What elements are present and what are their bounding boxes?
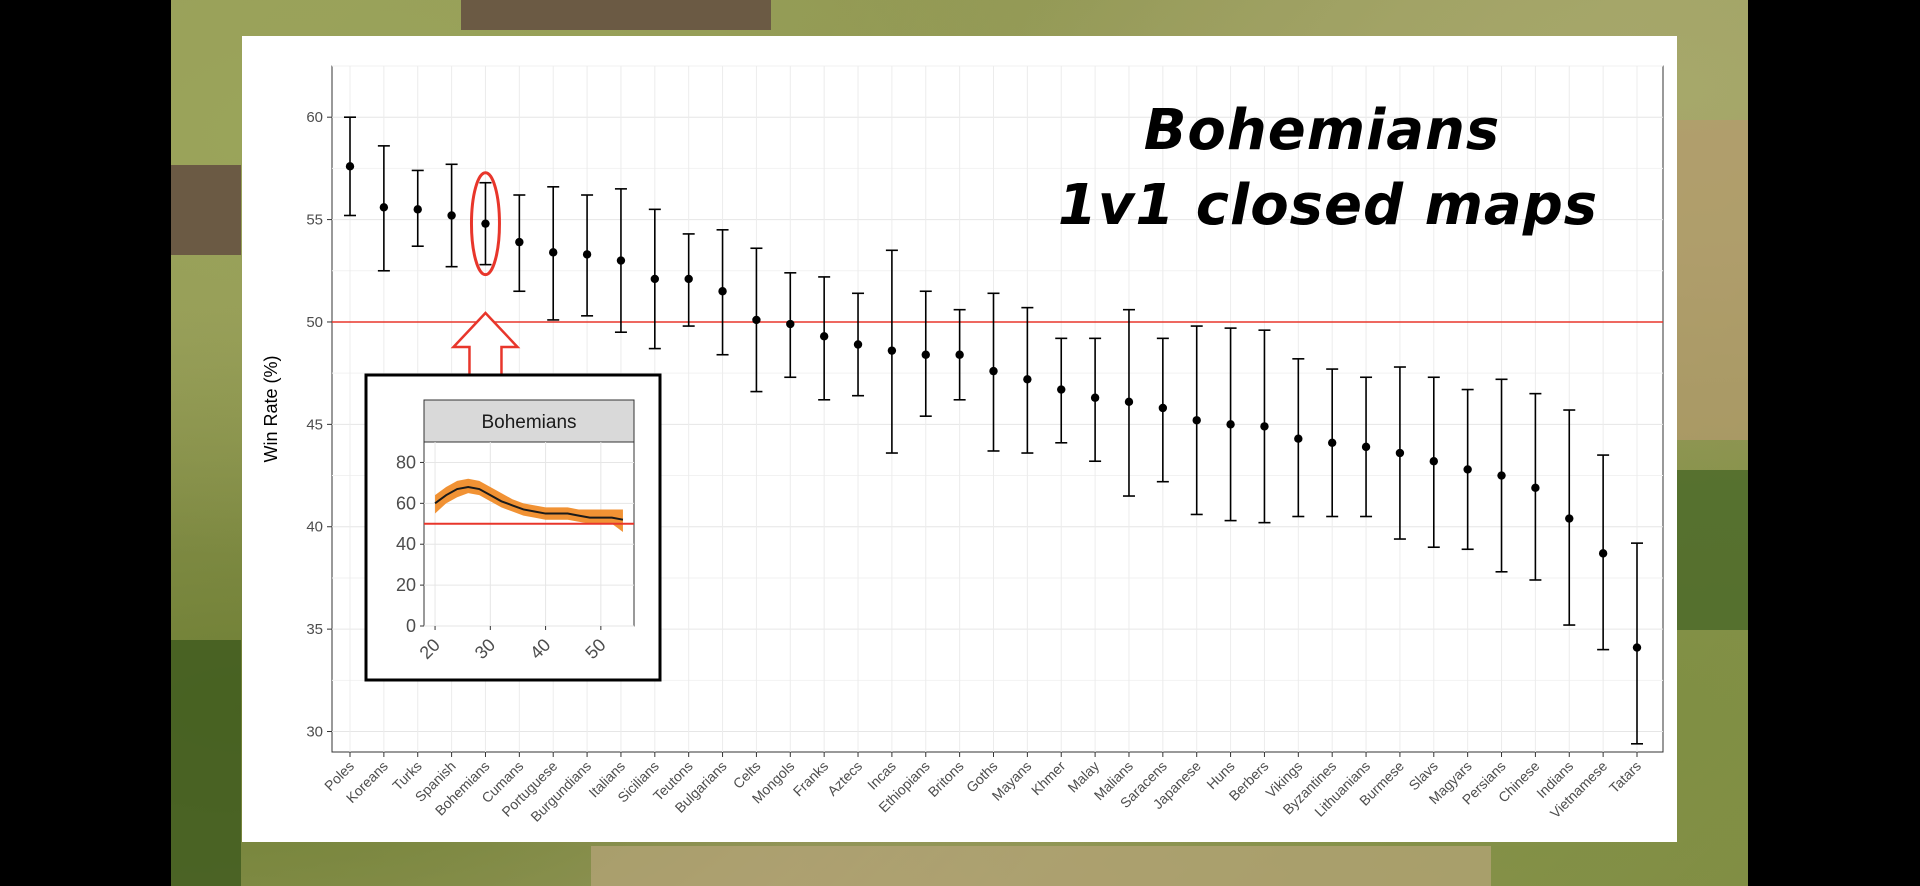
inset-y-axis-ticks: 0 20 40 60 80 [396,452,424,636]
chart-title-line-1: Bohemians [1144,98,1501,163]
dirt-path [591,846,1491,886]
data-point-vikings [1294,434,1303,443]
y-axis-title: Win Rate (%) [261,355,281,462]
inset-y-tick-label: 0 [406,616,416,636]
data-point-ethiopians [921,350,930,359]
y-tick-label: 50 [306,314,323,331]
inset-y-tick-label: 80 [396,452,416,472]
y-tick-label: 45 [306,416,323,433]
y-tick-label: 60 [306,109,323,126]
farm-field [1676,470,1748,630]
data-point-teutons [684,274,693,284]
data-point-aztecs [853,340,863,349]
data-point-saracens [1158,403,1168,413]
x-axis-ticks: PolesKoreansTurksSpanishBohemiansCumansP… [321,752,1644,825]
data-point-bohemians [481,219,490,228]
chart-marks [344,116,1643,745]
data-point-poles [345,162,355,171]
chart-panel: 30 35 40 45 50 55 60 Poles Koreans Turks Spanish B… [242,36,1677,842]
x-tick-label: Tatars [1606,758,1644,796]
data-point-cumans [515,237,524,247]
inset-y-tick-label: 40 [396,534,416,554]
inset-band-area [435,478,623,532]
y-tick-label: 55 [306,212,323,229]
video-frame: 30 35 40 45 50 55 60 Poles Koreans Turks Spanish B… [171,0,1748,886]
inset-strip-title: Bohemians [481,412,576,433]
inset-confidence-band [435,478,623,532]
y-tick-label: 35 [306,621,323,638]
data-point-berbers [1260,422,1269,431]
data-point-koreans [379,203,389,212]
data-point-malay [1090,393,1100,402]
inset-trend-line [434,485,624,521]
data-point-burmese [1395,448,1405,458]
y-axis-ticks: 30 35 40 45 50 55 60 [306,109,332,741]
data-point-burgundians [582,250,592,259]
inset-series-line [434,485,624,521]
data-point-indians [1565,514,1574,523]
inset-plot-area [423,441,635,627]
tree-cluster [171,640,241,886]
data-point-celts [752,315,761,325]
wooden-wall [461,0,771,30]
data-point-japanese [1192,416,1201,425]
data-point-mongols [786,319,795,329]
data-point-chinese [1531,483,1540,493]
data-point-britons [955,350,964,359]
data-point-lithuanians [1361,442,1371,452]
x-tick-label: Aztecs [824,758,865,799]
inset-y-tick-label: 20 [396,575,416,595]
data-point-tatars [1632,643,1642,652]
data-point-spanish [447,211,456,220]
data-point-italians [616,256,626,265]
wooden-wall [171,165,241,255]
data-point-khmer [1057,385,1066,394]
data-point-malians [1124,397,1134,407]
data-point-franks [819,332,829,341]
data-point-turks [413,205,422,214]
y-tick-label: 40 [306,519,323,536]
data-point-byzantines [1327,438,1337,447]
data-point-portuguese [549,248,558,257]
data-point-incas [887,346,897,355]
data-point-magyars [1463,465,1472,474]
main-chart: 30 35 40 45 50 55 60 PolesKoreansTurksSpanishB… [261,65,1664,825]
inset-strip [423,399,635,443]
x-tick-label: Khmer [1028,758,1069,799]
chart-title-line-2: 1v1 closed maps [1058,173,1598,238]
inset-y-tick-label: 60 [396,493,416,513]
data-point-goths [989,366,998,376]
y-tick-label: 30 [306,724,323,741]
data-point-huns [1226,420,1235,429]
highlight-ellipse [469,171,501,277]
inset-grid-lines [424,442,634,627]
x-tick-label: Britons [925,758,967,800]
x-tick-label: Franks [790,758,832,800]
data-point-persians [1497,471,1506,480]
data-point-slavs [1429,457,1438,466]
data-point-sicilians [650,274,660,284]
data-point-bulgarians [718,287,727,296]
data-point-mayans [1023,375,1032,384]
data-point-vietnamese [1598,549,1608,558]
game-terrain-background [171,0,1748,886]
